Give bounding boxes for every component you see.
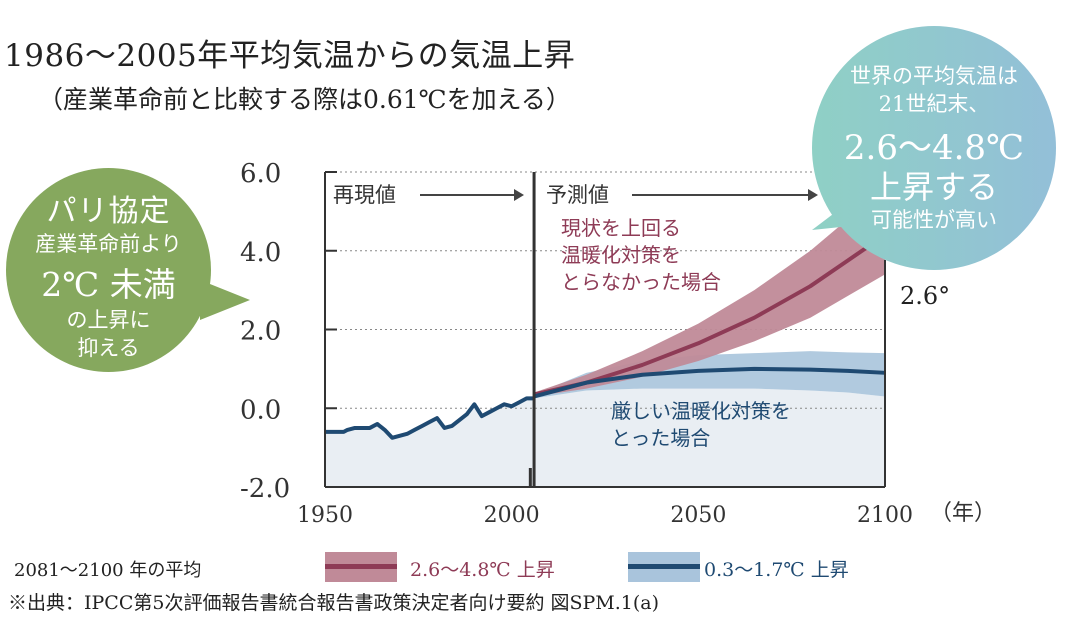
region-label-projection-arrowhead (808, 189, 818, 201)
legend-blue-label: 0.3～1.7℃ 上昇 (704, 559, 849, 581)
y-tick-label: 4.0 (240, 238, 281, 268)
bubble-right-line3: 2.6～4.8℃ (843, 128, 1025, 168)
source-note: ※出典：IPCC第5次評価報告書統合報告書政策決定者向け要約 図SPM.1(a) (8, 592, 660, 614)
x-tick-label: 1950 (297, 503, 353, 528)
annotation-low-scenario: 厳しい温暖化対策をとった場合 (611, 399, 791, 450)
legend-red-swatch (325, 552, 397, 582)
bubble-left-tail (200, 280, 250, 320)
bubble-right-line1: 世界の平均気温は (850, 64, 1018, 88)
low-scenario-band (534, 351, 885, 399)
historical-line (325, 396, 535, 440)
x-tick-label: 2050 (670, 503, 726, 528)
legend-red-label: 2.6～4.8℃ 上昇 (410, 559, 555, 581)
y-tick-label: 0.0 (240, 395, 281, 425)
bubble-right-line4: 上昇する (869, 168, 998, 206)
low-scenario-line (533, 366, 886, 399)
x-tick-label: 2100 (857, 503, 913, 528)
legend-blue-swatch (628, 552, 700, 582)
high-scenario-band (534, 187, 885, 397)
region-label-reproduction: 再現値 (333, 183, 396, 207)
bubble-left-line1: パリ協定 (46, 194, 171, 229)
y-tick-label: 6.0 (240, 159, 281, 189)
page-title: 1986～2005年平均気温からの気温上昇 (4, 38, 576, 74)
bubble-right-line5: 可能性が高い (871, 208, 997, 232)
legend-title: 2081～2100 年の平均 (14, 560, 202, 581)
forecast-bubble: 世界の平均気温は 21世紀末、 2.6～4.8℃ 上昇する 可能性が高い (812, 26, 1056, 270)
bubble-right-line2: 21世紀末、 (878, 92, 990, 116)
x-unit-label: （年） (930, 501, 996, 526)
y-tick-label: 2.0 (240, 317, 281, 347)
bubble-left-line5: 抑える (77, 336, 140, 360)
page-subtitle: （産業革命前と比較する際は0.61℃を加える） (38, 85, 571, 114)
bubble-left-line2: 産業革命前より (35, 232, 182, 256)
annotation-2-6: 2.6° (900, 282, 950, 310)
bubble-left-line3: 2℃ 未満 (41, 265, 176, 304)
paris-agreement-bubble: パリ協定 産業革命前より 2℃ 未満 の上昇に 抑える (6, 168, 211, 372)
x-tick-label: 2000 (484, 503, 540, 528)
background-area (325, 388, 885, 487)
y-tick-label: -2.0 (240, 474, 290, 504)
annotation-high-scenario: 現状を上回る温暖化対策をとらなかった場合 (561, 216, 721, 294)
region-label-reproduction-arrowhead (514, 189, 524, 201)
region-label-projection: 予測値 (546, 183, 609, 207)
bubble-left-line4: の上昇に (66, 308, 151, 332)
